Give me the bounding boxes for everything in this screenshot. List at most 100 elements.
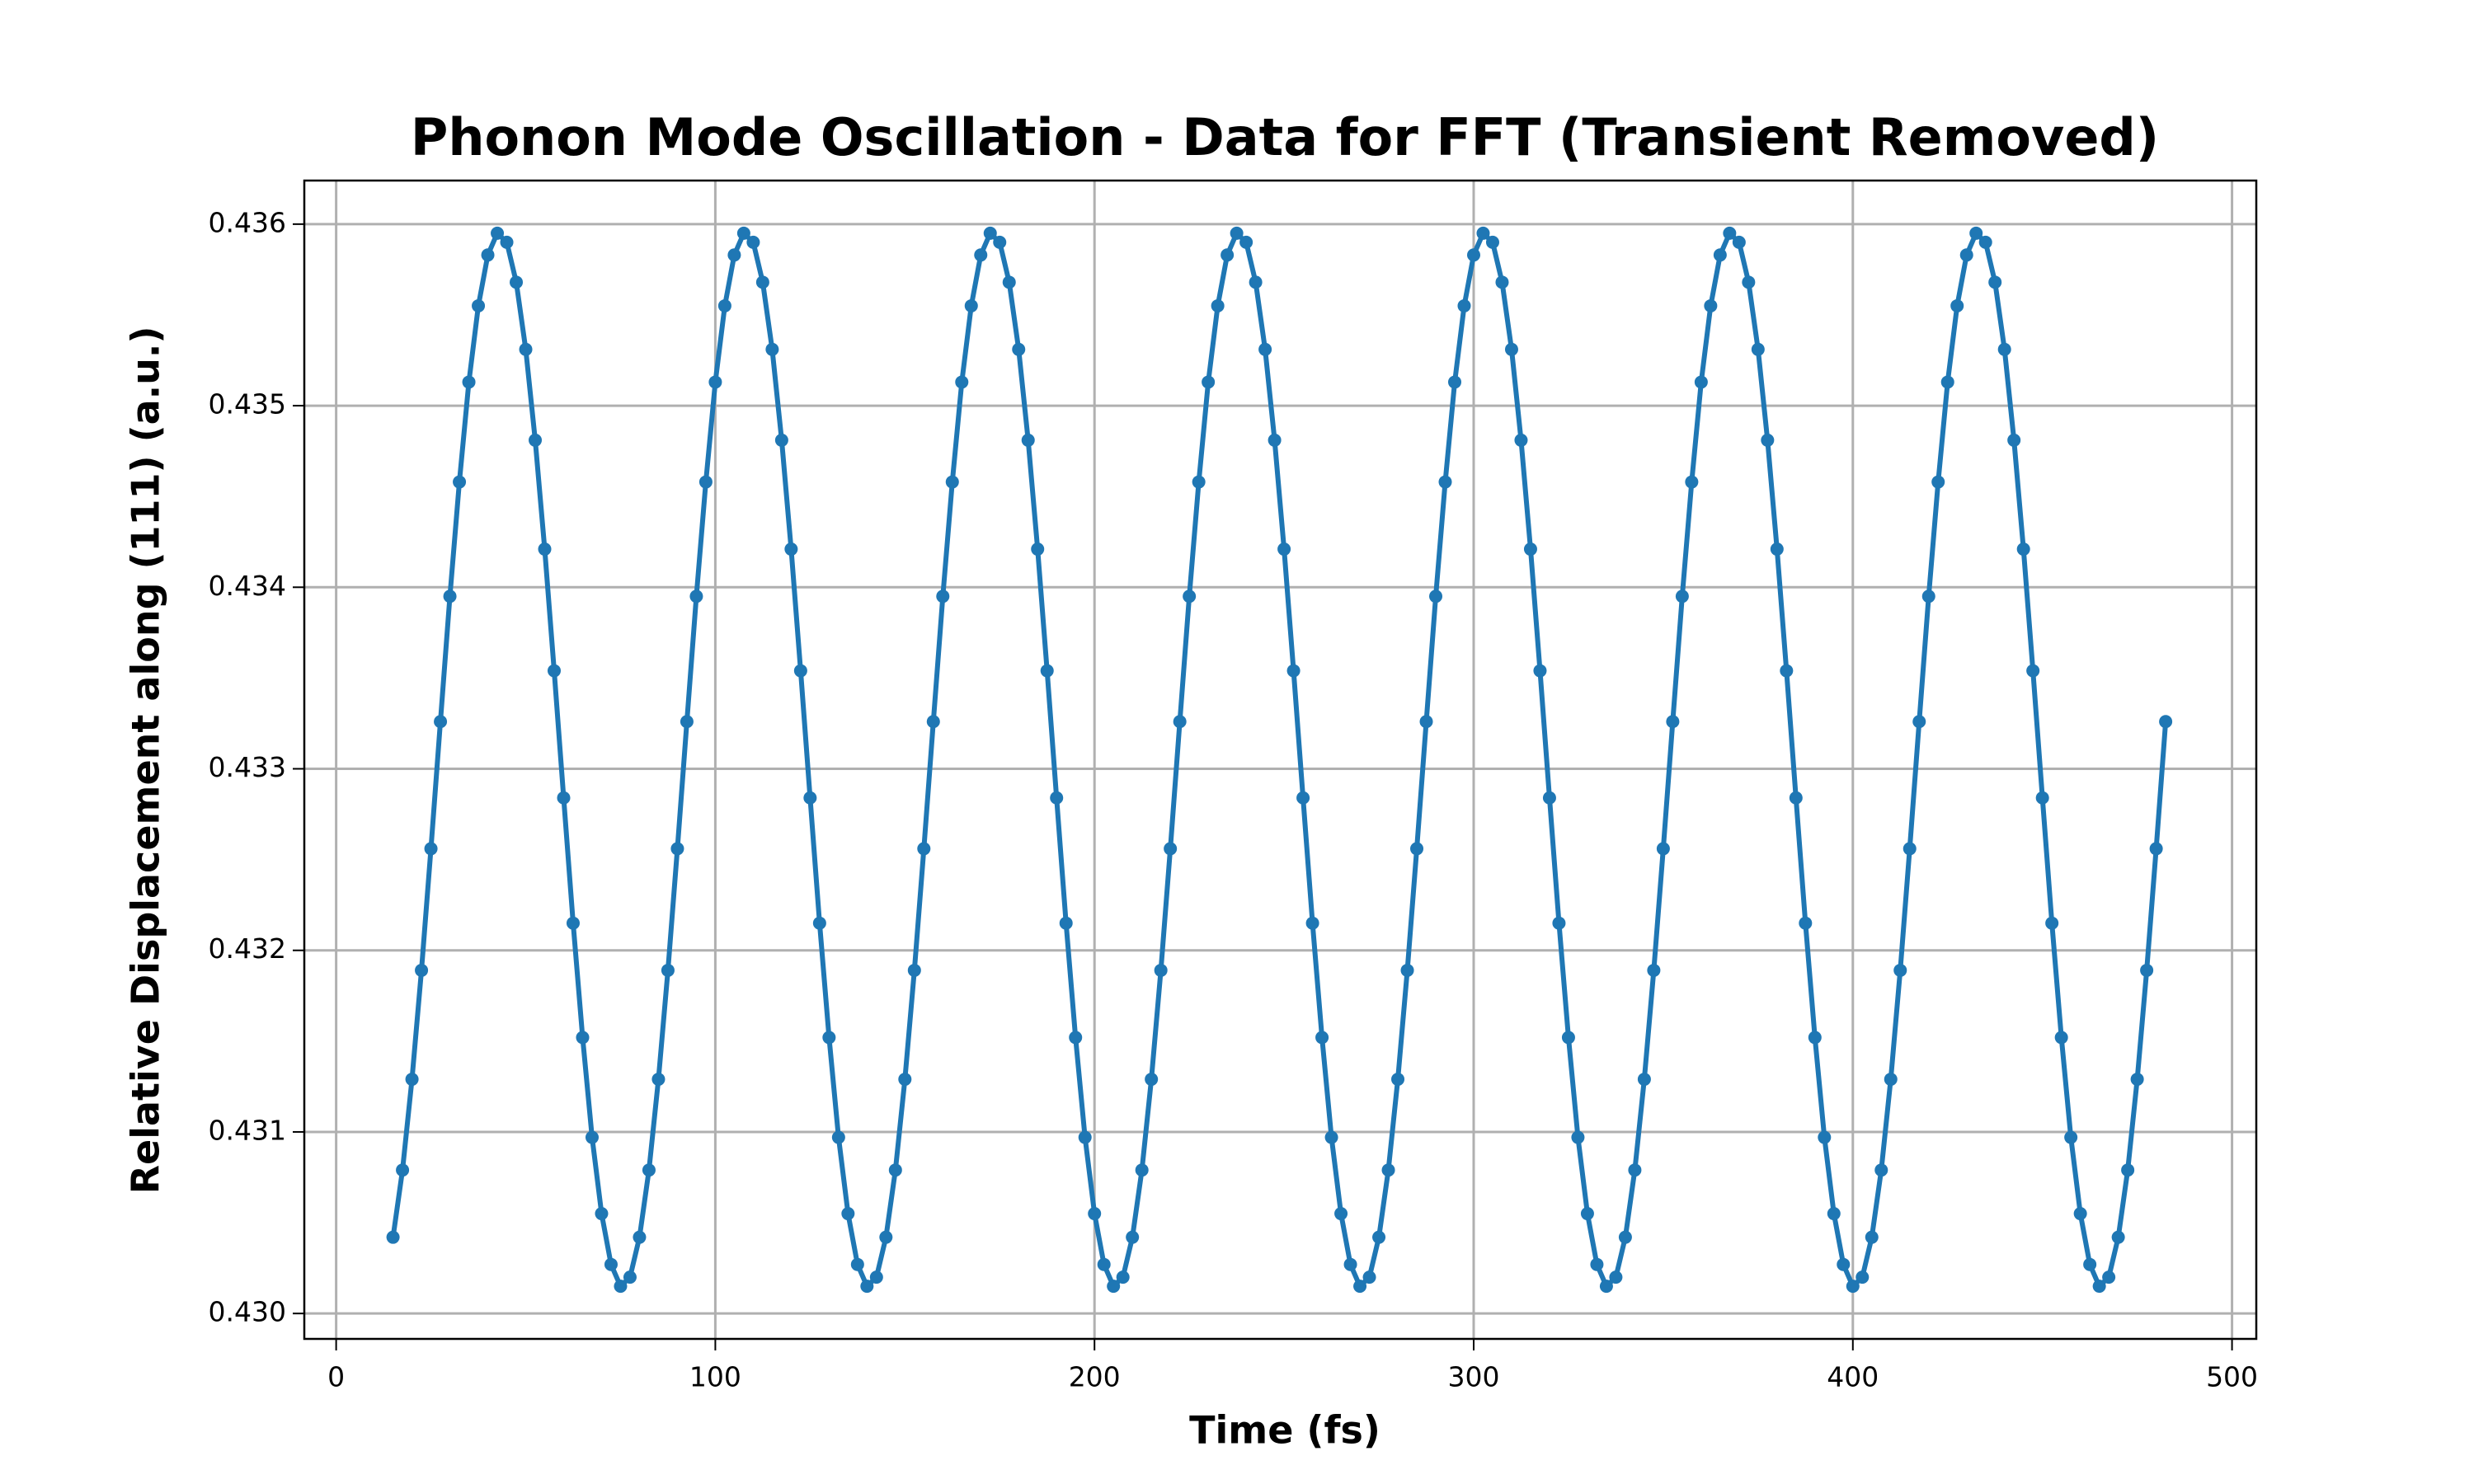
point [1495,275,1509,289]
point [888,1163,902,1177]
point [1069,1031,1083,1045]
point [974,248,988,262]
point [1694,375,1708,389]
point [1002,275,1016,289]
x-tick-label: 500 [2206,1361,2258,1393]
x-tick-label: 0 [327,1361,345,1393]
point [1286,664,1300,678]
point [1874,1163,1888,1177]
point [1391,1073,1405,1087]
point [1381,1163,1395,1177]
point [424,842,438,856]
point [2102,1270,2116,1284]
point [755,275,769,289]
point [860,1280,874,1294]
point [1969,226,1983,240]
point [765,342,779,356]
y-tick-label: 0.433 [209,751,286,783]
point [2073,1207,2087,1221]
point [481,248,495,262]
point [1059,916,1073,930]
point [2064,1130,2078,1144]
point [2111,1230,2125,1244]
point [1183,589,1197,603]
point [2083,1257,2097,1271]
point [1808,1031,1822,1045]
point [548,664,562,678]
point [1865,1230,1879,1244]
point [1021,433,1035,447]
point [1713,248,1727,262]
point [1192,475,1206,489]
point [633,1230,647,1244]
point [1088,1207,1102,1221]
point [1628,1163,1642,1177]
point [812,916,826,930]
y-tick-label: 0.436 [209,206,286,238]
point [538,542,552,556]
point [1742,275,1756,289]
point [2007,433,2021,447]
point [1856,1270,1870,1284]
point [1723,226,1737,240]
point [2121,1163,2135,1177]
point [1305,916,1319,930]
point [2130,1073,2144,1087]
point [1685,475,1699,489]
point [698,475,713,489]
point [1931,475,1945,489]
point [1343,1257,1357,1271]
point [472,298,486,312]
point [614,1280,628,1294]
point [1164,842,1178,856]
point [1504,342,1518,356]
point [1514,433,1528,447]
point [1239,235,1253,249]
y-tick-label: 0.434 [209,570,286,602]
point [1542,791,1556,805]
point [1353,1280,1367,1294]
point [1485,235,1499,249]
point [1921,589,1935,603]
point [415,963,429,977]
point [1476,226,1490,240]
point [727,248,741,262]
point [1846,1280,1860,1294]
point [1419,715,1433,729]
point [434,715,448,729]
point [1959,248,1973,262]
point [1818,1130,1832,1144]
point [680,715,694,729]
point [746,235,760,249]
point [708,375,722,389]
y-axis-label: Relative Displacement along (111) (a.u.) [124,326,168,1195]
point [1457,298,1471,312]
point [1770,542,1784,556]
point [1789,791,1803,805]
point [623,1270,637,1284]
point [803,791,817,805]
point [2149,842,2163,856]
point [510,275,524,289]
point [1268,433,1282,447]
point [1448,375,1462,389]
point [1372,1230,1386,1244]
point [1978,235,1992,249]
point [1334,1207,1348,1221]
point [604,1257,618,1271]
point [1296,791,1310,805]
point [1097,1257,1111,1271]
point [1050,791,1064,805]
point [1031,542,1045,556]
point [566,916,580,930]
point [926,715,940,729]
point [1126,1230,1140,1244]
point [1258,342,1272,356]
point [1751,342,1765,356]
point [898,1073,912,1087]
point [1012,342,1026,356]
point [2035,791,2049,805]
point [1647,963,1661,977]
point [576,1031,590,1045]
